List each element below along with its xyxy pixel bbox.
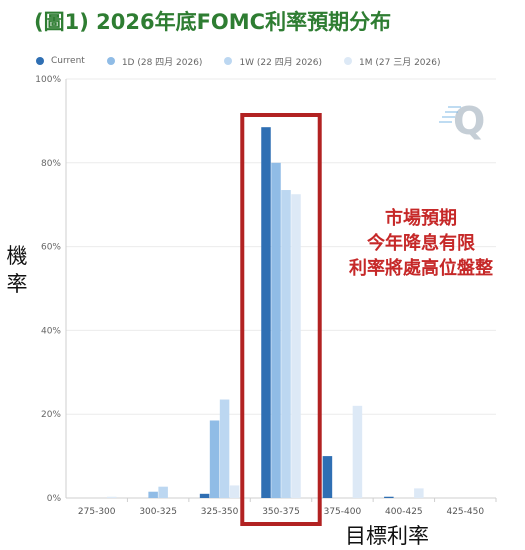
bar-300-325-s2 [158,486,168,498]
y-tick-label: 80% [41,159,61,169]
x-tick-label: 325-350 [201,507,239,517]
x-tick-label: 275-300 [78,507,116,517]
annotation-line-2: 今年降息有限 [367,233,475,254]
bar-350-375-s2 [281,190,291,498]
legend-label-1w: 1W (22 四月 2026) [239,57,323,68]
bar-325-350-s1 [209,420,220,498]
bar-300-325-s1 [148,491,158,498]
y-tick-label: 60% [41,243,61,253]
bar-275-300-s3 [106,496,117,498]
bar-375-400-s3 [352,405,363,498]
y-axis-title-char-1: 機 [6,244,28,268]
bar-400-425-s3 [414,488,424,498]
y-tick-label: 0% [47,494,62,504]
x-tick-label: 300-325 [139,507,177,517]
annotation-line-3: 利率將處高位盤整 [349,258,493,279]
bar-325-350-s0 [199,493,210,498]
legend-label-1d: 1D (28 四月 2026) [121,57,203,68]
annotation-line-1: 市場預期 [385,208,457,229]
legend-label-current: Current [51,56,85,66]
bar-375-400-s0 [322,456,333,498]
q-logo-icon: Q [453,99,485,143]
bar-350-375-s3 [291,194,301,498]
chart-title: (圖1) 2026年底FOMC利率預期分布 [34,10,392,34]
x-tick-label: 375-400 [324,507,362,517]
x-axis-title: 目標利率 [345,524,429,548]
x-tick-label: 350-375 [262,507,300,517]
highlight-box [240,113,322,526]
legend-item-1m[interactable]: 1M (27 三月 2026) [344,55,440,68]
legend-swatch-1w [224,57,233,65]
y-axis-title-char-2: 率 [6,272,28,296]
x-tick-label: 400-425 [385,507,423,517]
legend: Current 1D (28 四月 2026) 1W (22 四月 2026) … [36,54,462,68]
legend-item-current[interactable]: Current [36,56,85,66]
bar-350-375-s1 [271,162,281,499]
legend-label-1m: 1M (27 三月 2026) [359,57,441,68]
bar-350-375-s0 [261,127,271,498]
legend-swatch-1d [106,57,115,65]
x-tick-label: 425-450 [446,507,484,517]
legend-item-1w[interactable]: 1W (22 四月 2026) [224,55,322,68]
y-axis-title: 機 率 [4,242,30,298]
bar-400-425-s0 [384,496,394,498]
legend-swatch-current [36,57,44,65]
bar-325-350-s2 [219,399,230,498]
annotation: 市場預期 今年降息有限 利率將處高位盤整 [326,206,516,281]
legend-item-1d[interactable]: 1D (28 四月 2026) [106,55,203,68]
legend-swatch-1m [344,57,353,65]
y-tick-label: 40% [41,326,61,336]
bar-325-350-s3 [229,485,240,498]
y-tick-label: 100% [35,75,61,85]
y-tick-label: 20% [41,410,61,420]
